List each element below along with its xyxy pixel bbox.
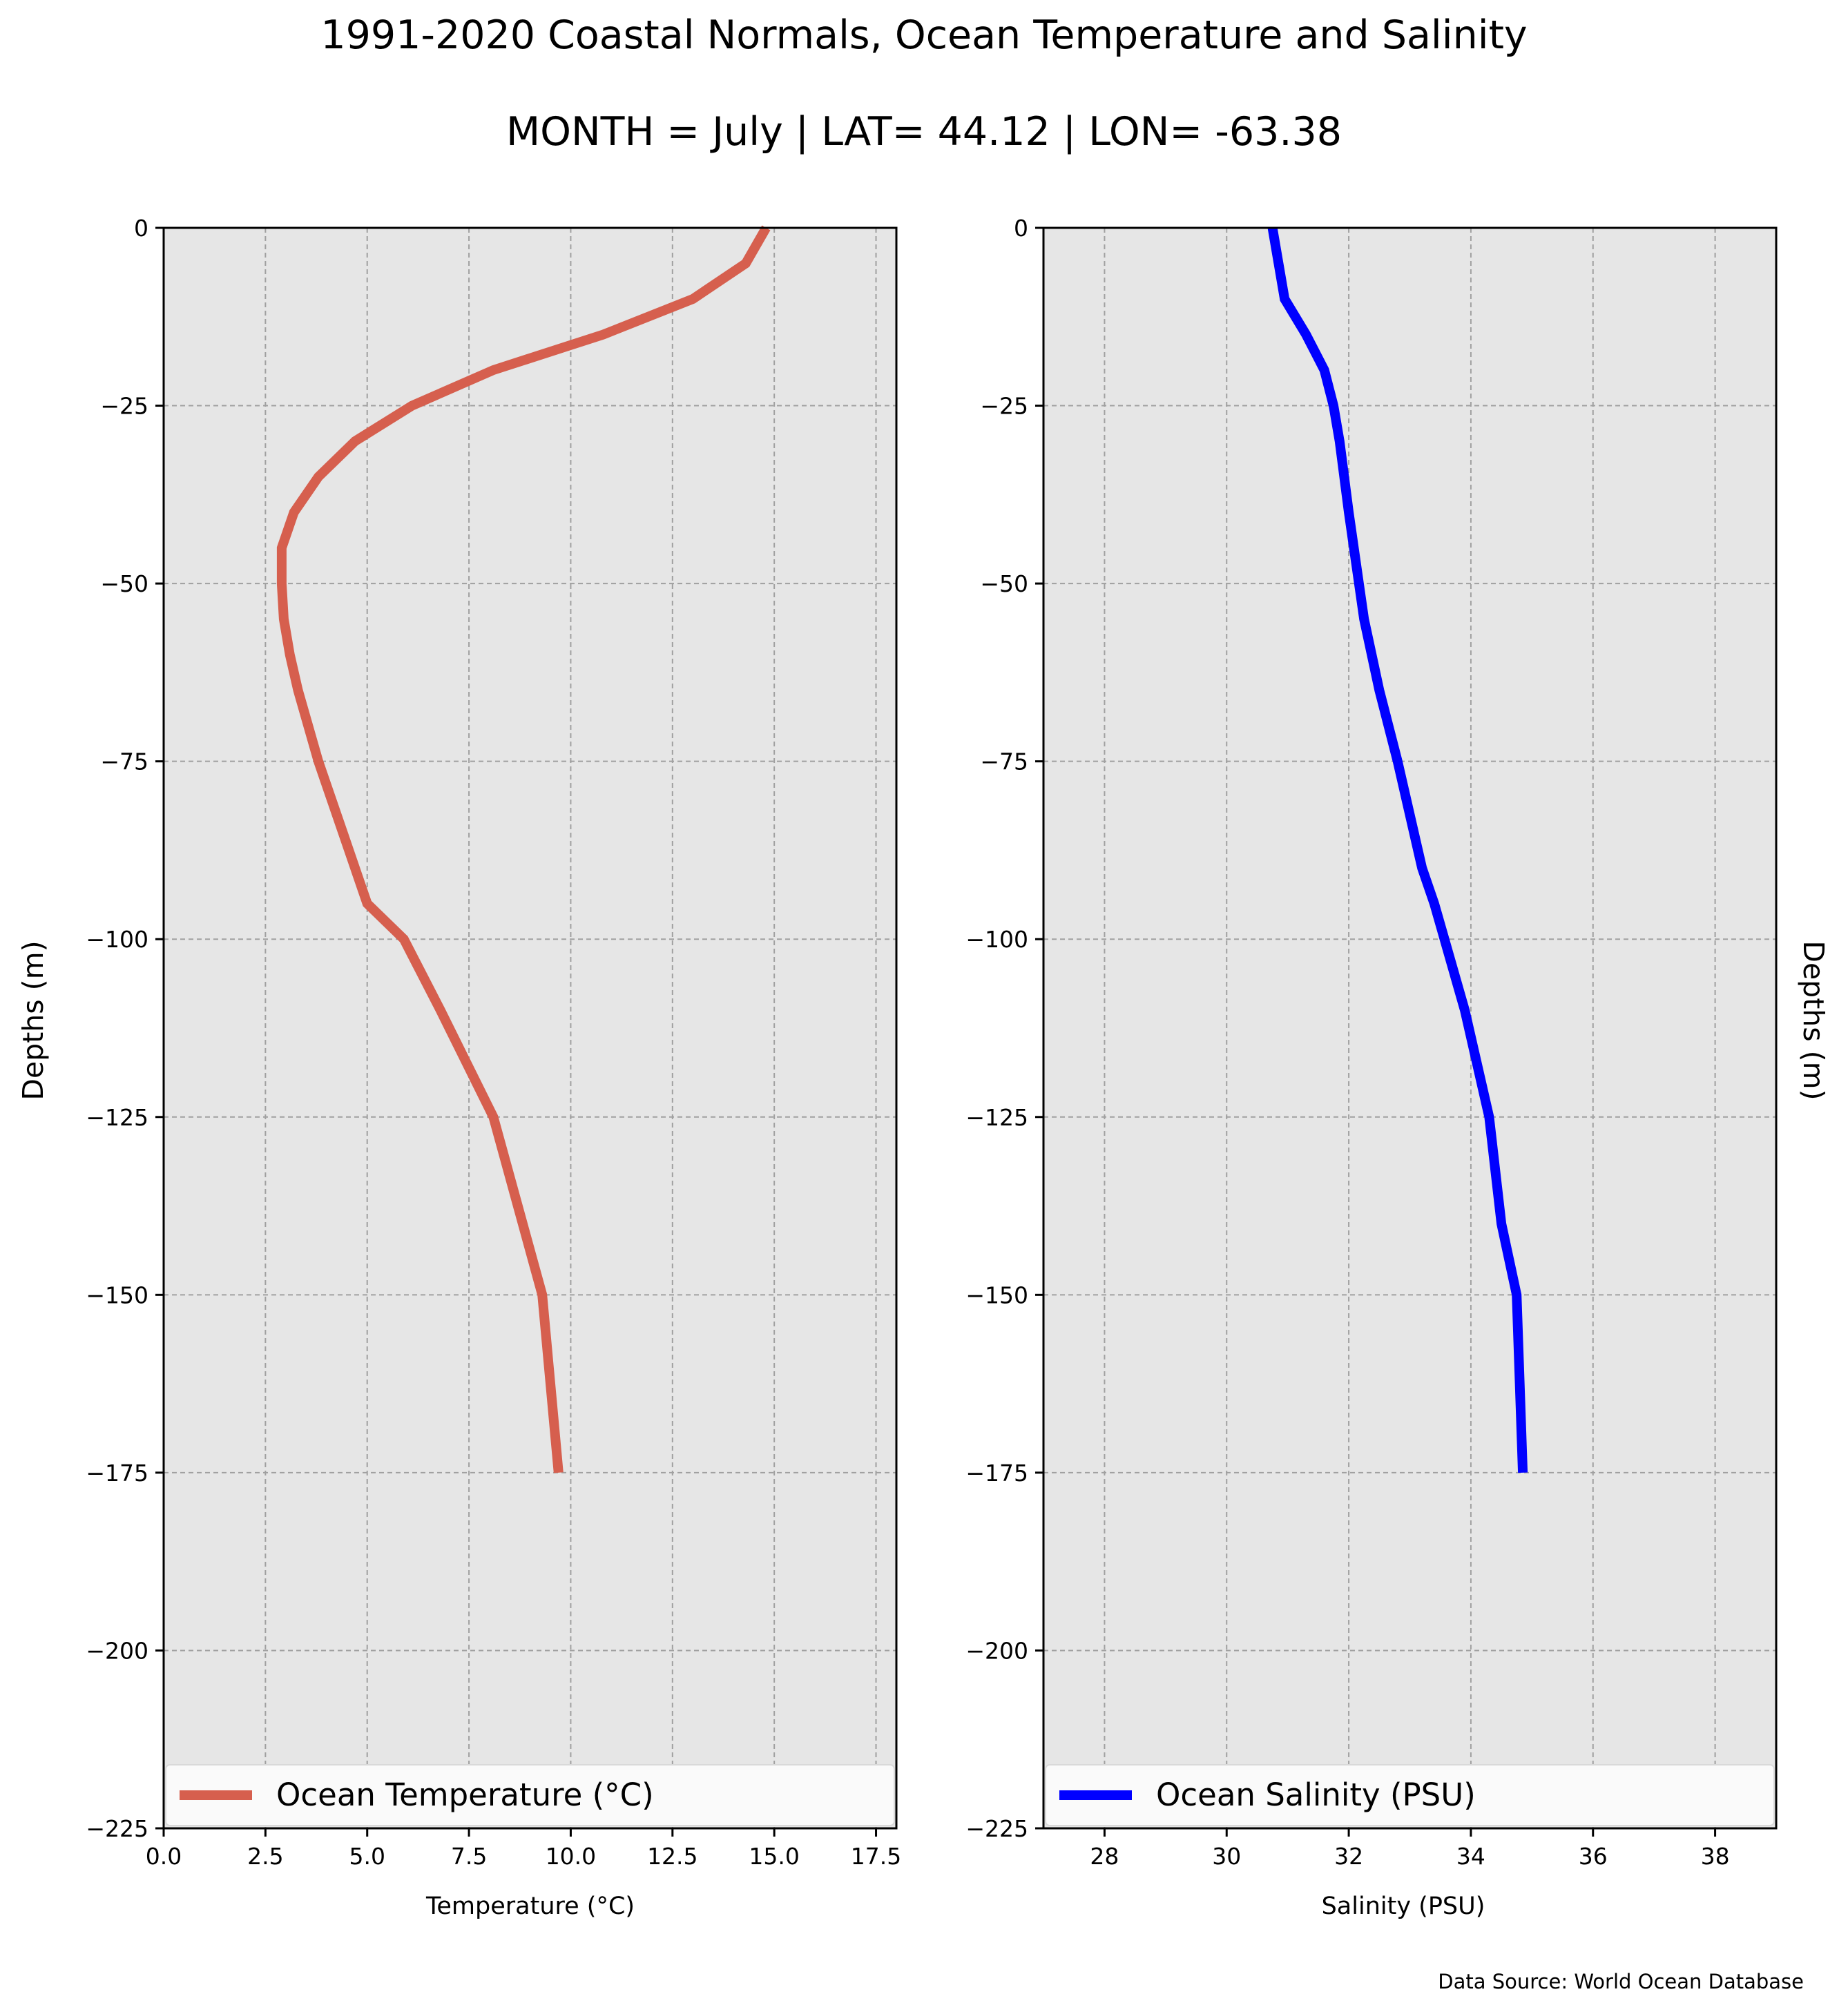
salinity-xtick-label: 36 (1579, 1843, 1608, 1870)
temperature-legend-label: Ocean Temperature (°C) (276, 1777, 654, 1813)
temperature-ytick-label: −150 (86, 1281, 148, 1308)
salinity-ytick-label: −175 (965, 1460, 1028, 1487)
salinity-legend-label: Ocean Salinity (PSU) (1156, 1777, 1476, 1813)
salinity-ytick-label: −150 (965, 1281, 1028, 1308)
temperature-ytick-label: −200 (86, 1637, 148, 1664)
temperature-ytick-label: −100 (86, 926, 148, 953)
salinity-plot-area (1043, 228, 1776, 1828)
salinity-ytick-label: −200 (965, 1637, 1028, 1664)
temperature-plot-area (164, 228, 896, 1828)
salinity-xtick-label: 38 (1701, 1843, 1730, 1870)
temperature-xtick-label: 17.5 (851, 1843, 901, 1870)
figure-title: 1991-2020 Coastal Normals, Ocean Tempera… (320, 12, 1527, 58)
salinity-ytick-label: 0 (1014, 215, 1028, 242)
salinity-series-line (1267, 226, 1528, 1473)
temperature-xtick-label: 12.5 (647, 1843, 697, 1870)
salinity-ytick-label: −75 (980, 748, 1028, 775)
temperature-xlabel: Temperature (°C) (425, 1893, 635, 1920)
salinity-ytick-label: −50 (980, 570, 1028, 597)
salinity-ytick-label: −100 (965, 926, 1028, 953)
salinity-xtick-label: 32 (1334, 1843, 1363, 1870)
salinity-ytick-label: −225 (965, 1815, 1028, 1842)
figure-subtitle: MONTH = July | LAT= 44.12 | LON= -63.38 (506, 109, 1342, 155)
temperature-ytick-label: −175 (86, 1460, 148, 1487)
temperature-axes-frame (162, 226, 898, 1830)
temperature-ytick-label: −50 (100, 570, 148, 597)
salinity-ytick-label: −125 (965, 1104, 1028, 1131)
temperature-ytick-label: −225 (86, 1815, 148, 1842)
temperature-plot: Ocean Temperature (°C) 0 −25 −50 −75 −100 −125… (86, 215, 901, 1870)
salinity-xtick-label: 28 (1090, 1843, 1119, 1870)
temperature-xtick-label: 0.0 (146, 1843, 182, 1870)
temperature-ytick-label: −25 (100, 393, 148, 420)
temperature-ylabel: Depths (m) (17, 940, 50, 1100)
salinity-xtick-label: 34 (1456, 1843, 1485, 1870)
salinity-xlabel: Salinity (PSU) (1322, 1893, 1485, 1920)
temperature-xtick-label: 10.0 (546, 1843, 596, 1870)
temperature-ytick-label: 0 (134, 215, 148, 242)
temperature-xtick-label: 15.0 (749, 1843, 799, 1870)
temperature-legend-box (165, 1764, 895, 1826)
temperature-xtick-label: 2.5 (247, 1843, 283, 1870)
salinity-legend-box (1045, 1764, 1775, 1826)
temperature-ytick-label: −75 (100, 748, 148, 775)
temperature-series-line (276, 225, 771, 1473)
salinity-plot: Ocean Salinity (PSU) 0 −25 −50 −75 −100 −125 −1… (965, 215, 1778, 1870)
data-source-note: Data Source: World Ocean Database (1438, 1970, 1804, 1993)
temperature-xtick-label: 5.0 (349, 1843, 385, 1870)
salinity-ytick-label: −25 (980, 393, 1028, 420)
salinity-xtick-label: 30 (1212, 1843, 1241, 1870)
salinity-ylabel: Depths (m) (1797, 940, 1830, 1100)
temperature-xtick-label: 7.5 (451, 1843, 487, 1870)
salinity-axes-frame (1042, 226, 1778, 1830)
temperature-ytick-label: −125 (86, 1104, 148, 1131)
